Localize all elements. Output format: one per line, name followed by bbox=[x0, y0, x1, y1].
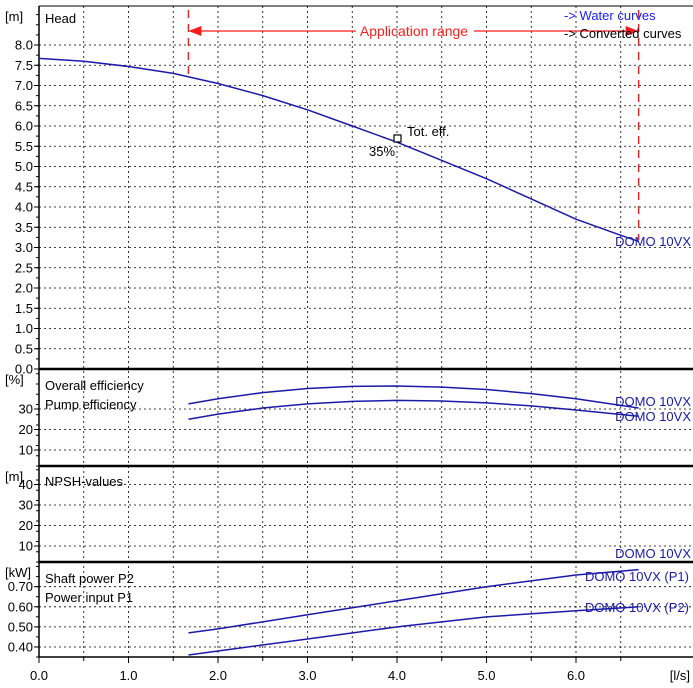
x-tick-label: 0.0 bbox=[30, 668, 48, 683]
y-tick-label: 10 bbox=[19, 443, 33, 458]
x-tick-label: 2.0 bbox=[209, 668, 227, 683]
y-tick-label: 0.70 bbox=[8, 579, 33, 594]
panel-label: Shaft power P2 bbox=[45, 571, 134, 586]
x-unit-label: [l/s] bbox=[670, 668, 690, 683]
y-tick-label: 4.5 bbox=[15, 179, 33, 194]
y-tick-label: 8.0 bbox=[15, 38, 33, 53]
x-tick-label: 4.0 bbox=[388, 668, 406, 683]
y-tick-label: 10 bbox=[19, 539, 33, 554]
y-tick-label: 7.5 bbox=[15, 58, 33, 73]
y-tick-label: 40 bbox=[19, 477, 33, 492]
series-line-efficiency-0 bbox=[188, 385, 639, 409]
legend-converted-curves: -> Converted curves bbox=[564, 26, 682, 41]
y-tick-label: 6.0 bbox=[15, 119, 33, 134]
series-label-pump-eff: DOMO 10VX bbox=[615, 409, 691, 424]
y-tick-label: 5.0 bbox=[15, 159, 33, 174]
series-line-head-0 bbox=[38, 57, 639, 243]
y-tick-label: 5.5 bbox=[15, 139, 33, 154]
legend-water-curves: -> Water curves bbox=[564, 8, 656, 23]
y-unit-label: [%] bbox=[5, 372, 24, 387]
y-tick-label: 0.50 bbox=[8, 619, 33, 634]
range-arrow-right-icon bbox=[625, 26, 639, 36]
application-range-label: Application range bbox=[360, 23, 468, 39]
panel-label: Pump efficiency bbox=[45, 397, 137, 412]
y-tick-label: 1.5 bbox=[15, 301, 33, 316]
y-tick-label: 3.5 bbox=[15, 220, 33, 235]
series-line-efficiency-1 bbox=[188, 399, 639, 421]
efficiency-point-marker bbox=[393, 134, 402, 143]
x-tick-label: 1.0 bbox=[119, 668, 137, 683]
y-tick-label: 0.5 bbox=[15, 341, 33, 356]
y-tick-label: 2.5 bbox=[15, 260, 33, 275]
y-tick-label: 4.0 bbox=[15, 200, 33, 215]
y-tick-label: 20 bbox=[19, 422, 33, 437]
panel-label: NPSH-values bbox=[45, 474, 124, 489]
y-tick-label: 6.5 bbox=[15, 98, 33, 113]
series-label-head: DOMO 10VX bbox=[615, 234, 691, 249]
y-tick-label: 1.0 bbox=[15, 321, 33, 336]
series-label-npsh: DOMO 10VX bbox=[615, 546, 691, 561]
y-tick-label: 0.0 bbox=[15, 362, 33, 377]
series-label-p2: DOMO 10VX (P2) bbox=[585, 600, 689, 615]
efficiency-point-label: Tot. eff. bbox=[407, 124, 449, 139]
x-tick-label: 5.0 bbox=[477, 668, 495, 683]
y-tick-label: 20 bbox=[19, 518, 33, 533]
x-tick-label: 6.0 bbox=[567, 668, 585, 683]
series-label-p1: DOMO 10VX (P1) bbox=[585, 569, 689, 584]
y-unit-label: [m] bbox=[5, 469, 23, 484]
y-tick-label: 3.0 bbox=[15, 240, 33, 255]
y-tick-label: 0.40 bbox=[8, 640, 33, 655]
y-tick-label: 2.0 bbox=[15, 281, 33, 296]
y-tick-label: 7.0 bbox=[15, 78, 33, 93]
x-tick-label: 3.0 bbox=[298, 668, 316, 683]
y-unit-label: [kW] bbox=[5, 565, 31, 580]
series-line-power-0 bbox=[188, 568, 639, 634]
panel-label: Overall efficiency bbox=[45, 378, 144, 393]
y-tick-label: 30 bbox=[19, 498, 33, 513]
y-unit-label: [m] bbox=[5, 9, 23, 24]
efficiency-point-value: 35% bbox=[369, 144, 395, 159]
y-tick-label: 30 bbox=[19, 402, 33, 417]
series-label-overall-eff: DOMO 10VX bbox=[615, 394, 691, 409]
panel-label: Head bbox=[45, 11, 76, 26]
range-arrow-left-icon bbox=[188, 26, 202, 36]
series-line-power-1 bbox=[188, 606, 639, 656]
y-tick-label: 0.60 bbox=[8, 599, 33, 614]
panel-label: Power input P1 bbox=[45, 590, 133, 605]
